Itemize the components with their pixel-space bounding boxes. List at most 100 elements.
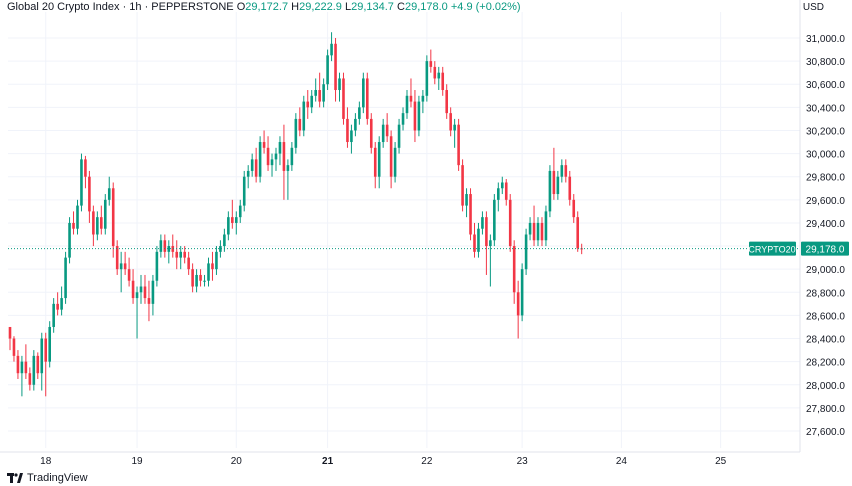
candle bbox=[32, 350, 36, 391]
candle bbox=[76, 199, 79, 235]
candle-body bbox=[68, 222, 71, 258]
candle-body bbox=[274, 153, 278, 160]
candle bbox=[262, 130, 266, 154]
x-tick-label: 24 bbox=[616, 456, 628, 467]
candle bbox=[119, 251, 123, 293]
low-label: L bbox=[344, 1, 352, 13]
y-tick-label: 31,000.0 bbox=[806, 34, 845, 45]
candle bbox=[457, 118, 460, 171]
candle bbox=[155, 246, 159, 287]
candle-body bbox=[485, 217, 488, 247]
candle bbox=[147, 280, 151, 322]
candle bbox=[88, 170, 91, 223]
candle bbox=[497, 182, 500, 212]
candle bbox=[441, 66, 445, 96]
candle bbox=[44, 332, 48, 397]
candle-body bbox=[421, 95, 425, 102]
candle bbox=[358, 101, 361, 125]
candle-body bbox=[203, 280, 206, 282]
tradingview-logo[interactable]: TradingView bbox=[7, 472, 88, 484]
x-tick-label: 18 bbox=[40, 456, 52, 467]
candle bbox=[60, 286, 63, 316]
candle-body bbox=[326, 55, 329, 85]
candle bbox=[286, 159, 290, 200]
candle-body bbox=[24, 361, 28, 374]
candle bbox=[560, 159, 564, 183]
candles bbox=[8, 32, 583, 397]
candle-body bbox=[457, 124, 460, 166]
candle bbox=[421, 90, 425, 114]
candle bbox=[294, 113, 298, 154]
close-value: 29,178.0 bbox=[404, 1, 448, 13]
candle bbox=[377, 136, 381, 189]
candle-body bbox=[270, 159, 274, 166]
candle bbox=[72, 211, 75, 235]
candle bbox=[103, 194, 107, 235]
candle bbox=[56, 292, 59, 316]
candle-body bbox=[115, 246, 119, 270]
x-tick-label: 20 bbox=[231, 456, 243, 467]
axes: 31,000.0 30,800.0 30,600.0 30,400.0 30,200.0… bbox=[0, 0, 845, 467]
candle bbox=[381, 118, 385, 148]
candle-body bbox=[234, 217, 238, 223]
candle bbox=[389, 130, 393, 189]
y-tick-label: 29,400.0 bbox=[806, 219, 845, 230]
candle-body bbox=[262, 142, 266, 148]
candle-body bbox=[28, 373, 32, 385]
candle-body bbox=[318, 90, 321, 102]
candle-body bbox=[32, 355, 36, 385]
y-tick-label: 29,800.0 bbox=[806, 173, 845, 184]
candle-body bbox=[139, 286, 143, 293]
candle-body bbox=[258, 142, 262, 177]
candle bbox=[473, 222, 476, 258]
candle bbox=[238, 199, 242, 223]
candle bbox=[489, 234, 492, 287]
candle bbox=[28, 367, 32, 391]
candle-body bbox=[60, 298, 63, 310]
candle-body bbox=[405, 95, 409, 114]
low-value: 29,134.7 bbox=[351, 1, 394, 13]
candle bbox=[52, 298, 55, 333]
candle bbox=[234, 211, 238, 235]
candle-body bbox=[302, 101, 306, 131]
candle-body bbox=[576, 217, 580, 249]
candle-body bbox=[560, 165, 564, 177]
candle-body bbox=[103, 199, 107, 229]
y-tick-label: 27,800.0 bbox=[806, 404, 845, 415]
candle-body bbox=[48, 326, 51, 362]
candle-body bbox=[481, 217, 484, 229]
x-tick-label: 23 bbox=[517, 456, 529, 467]
candle-body bbox=[524, 234, 528, 270]
candle-body bbox=[568, 176, 572, 200]
candle bbox=[24, 344, 28, 379]
candle bbox=[111, 182, 115, 258]
candle-body bbox=[536, 222, 540, 241]
x-tick-label: 25 bbox=[715, 456, 727, 467]
high-label: H bbox=[291, 1, 300, 13]
open-value: 29,172.7 bbox=[245, 1, 289, 13]
candle bbox=[302, 95, 306, 137]
candle-body bbox=[183, 251, 186, 258]
price-tag-text: 29,178.0 bbox=[806, 245, 845, 256]
candle bbox=[242, 170, 246, 212]
candle bbox=[536, 217, 540, 247]
candle bbox=[362, 72, 365, 114]
candle-body bbox=[385, 124, 389, 137]
candle bbox=[310, 90, 314, 114]
candle-body bbox=[167, 246, 171, 252]
candle-body bbox=[369, 118, 373, 148]
candle bbox=[326, 49, 329, 91]
candle-body bbox=[12, 338, 16, 356]
tradingview-logo-icon bbox=[7, 473, 23, 483]
y-tick-label: 28,600.0 bbox=[806, 311, 845, 322]
candle-body bbox=[417, 101, 421, 131]
candle-body bbox=[366, 78, 369, 119]
currency-label[interactable]: USD bbox=[802, 2, 824, 13]
candle-body bbox=[159, 240, 163, 252]
candle bbox=[84, 155, 87, 189]
candle bbox=[107, 176, 111, 206]
candle-body bbox=[56, 303, 59, 310]
candle-body bbox=[191, 269, 194, 287]
candle bbox=[373, 142, 377, 189]
candle-body bbox=[107, 188, 111, 200]
